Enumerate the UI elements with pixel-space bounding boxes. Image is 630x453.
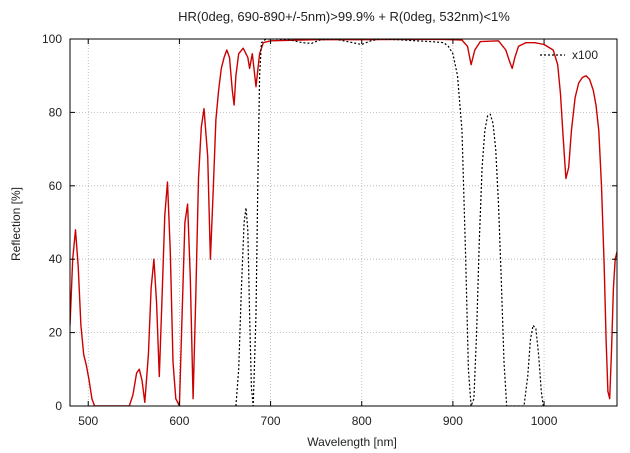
x-tick-label: 500 bbox=[78, 414, 98, 428]
plot-frame bbox=[69, 38, 618, 407]
x-tick-label: 700 bbox=[261, 414, 281, 428]
y-tick-label: 80 bbox=[49, 105, 63, 119]
x-tick-label: 1000 bbox=[531, 414, 558, 428]
legend: x100 bbox=[540, 48, 598, 62]
legend-label: x100 bbox=[572, 48, 598, 62]
x-tick-label: 600 bbox=[169, 414, 189, 428]
axis-ticks: 500 600 700 800 900 1000 0 20 40 60 80 100 bbox=[42, 32, 617, 428]
y-tick-label: 20 bbox=[49, 326, 63, 340]
series-layer bbox=[70, 39, 617, 406]
x-axis-label: Wavelength [nm] bbox=[307, 435, 397, 449]
y-axis-label: Reflection [%] bbox=[9, 187, 23, 261]
x-tick-label: 800 bbox=[352, 414, 372, 428]
grid-lines bbox=[70, 38, 617, 407]
y-tick-label: 40 bbox=[49, 252, 63, 266]
chart-title: HR(0deg, 690-890+/-5nm)>99.9% + R(0deg, … bbox=[178, 9, 510, 24]
series-line-x100 bbox=[235, 39, 544, 406]
x-tick-label: 900 bbox=[443, 414, 463, 428]
y-tick-label: 60 bbox=[49, 179, 63, 193]
y-tick-label: 100 bbox=[42, 32, 62, 46]
y-tick-label: 0 bbox=[55, 399, 62, 413]
series-line-series-1 bbox=[70, 39, 617, 406]
